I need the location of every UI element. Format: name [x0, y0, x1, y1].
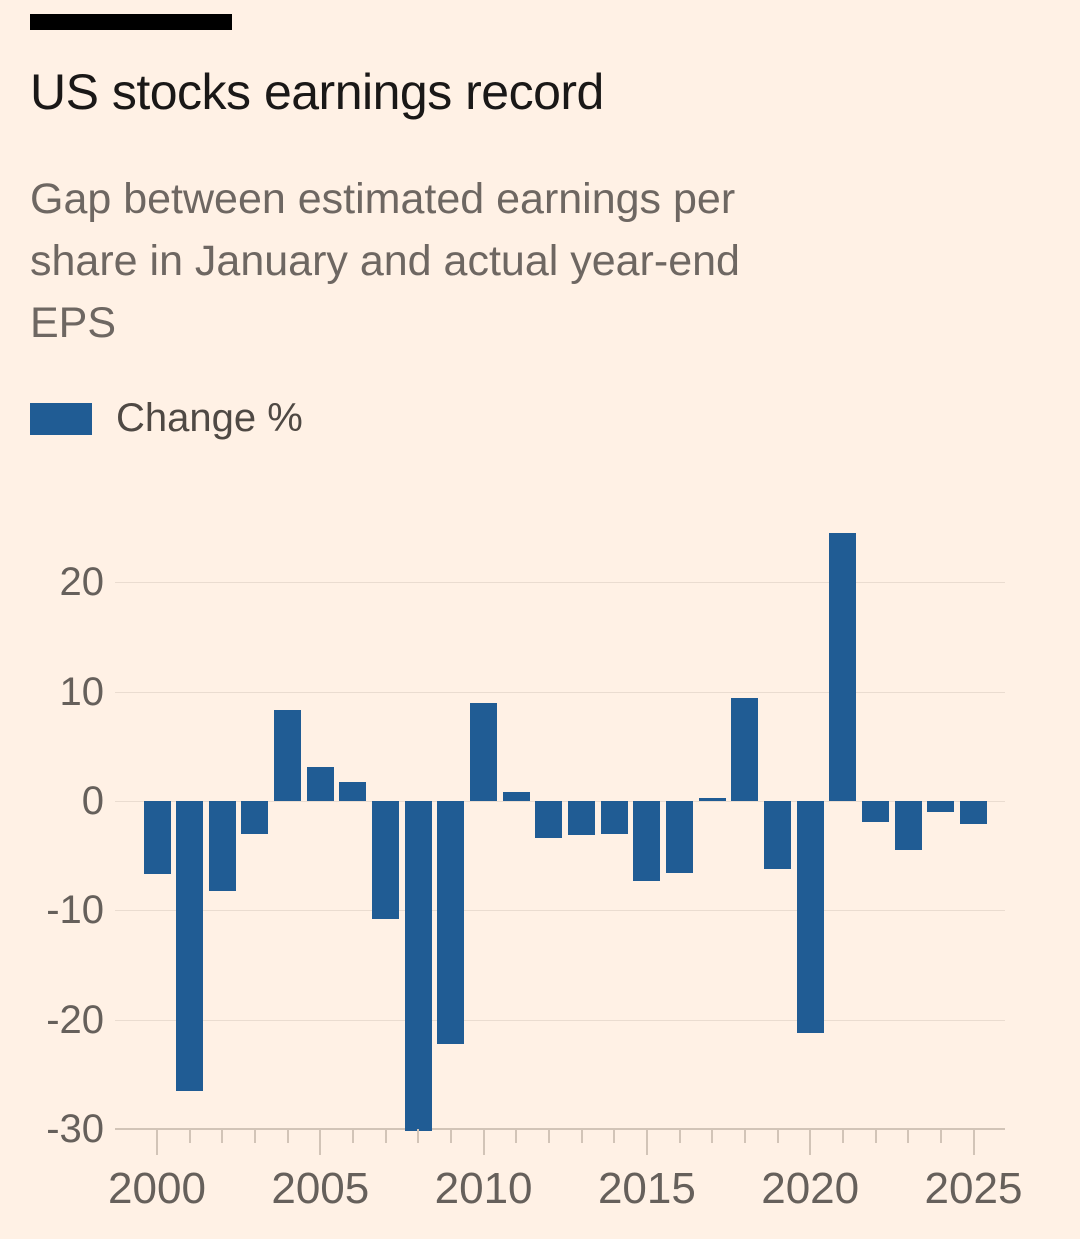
- chart-title: US stocks earnings record: [30, 64, 604, 120]
- x-axis-tick-2006: [351, 1129, 354, 1143]
- chart-subtitle-line: EPS: [30, 299, 117, 347]
- x-axis-baseline: [115, 1127, 1005, 1130]
- bar-2007: [372, 801, 400, 920]
- y-axis-tick-label--30: -30: [46, 1106, 104, 1151]
- bar-2010: [470, 702, 498, 801]
- y-axis-tick-label-10: 10: [59, 669, 105, 714]
- chart-subtitle-line: Gap between estimated earnings per: [30, 175, 736, 223]
- bar-2004: [274, 710, 302, 801]
- x-axis-tick-2023: [907, 1129, 910, 1143]
- bar-2012: [535, 801, 563, 839]
- bar-2006: [339, 782, 367, 801]
- y-axis-tick-label-0: 0: [81, 779, 104, 823]
- bar-2021: [829, 533, 857, 801]
- bar-2018: [731, 698, 759, 801]
- gridline-y-10: [115, 691, 1005, 693]
- x-axis-tick-2008: [417, 1129, 420, 1143]
- gridline-y-20: [115, 582, 1005, 584]
- plot-area: [115, 520, 1005, 1155]
- bar-2013: [568, 801, 596, 835]
- bar-2015: [633, 801, 661, 881]
- legend-swatch-change-pct: [30, 402, 92, 435]
- y-axis-tick-label--20: -20: [46, 997, 104, 1042]
- bar-2014: [600, 801, 628, 834]
- x-axis-tick-2009: [449, 1129, 452, 1143]
- x-axis-tick-2025: [972, 1129, 975, 1155]
- legend-label: Change %: [116, 396, 303, 440]
- brand-top-bar: [30, 14, 232, 30]
- bar-2024: [927, 801, 955, 812]
- y-axis-tick-label--10: -10: [46, 888, 104, 933]
- x-axis-tick-2018: [743, 1129, 746, 1143]
- chart-subtitle-line: share in January and actual year-end: [30, 237, 740, 285]
- bar-2016: [666, 801, 694, 874]
- bar-2022: [862, 801, 890, 822]
- x-axis-tick-label-2015: 2015: [597, 1164, 696, 1213]
- x-axis-tick-2015: [645, 1129, 648, 1155]
- x-axis-tick-2010: [482, 1129, 485, 1155]
- x-axis-tick-label-2025: 2025: [924, 1164, 1023, 1213]
- bar-2008: [404, 801, 432, 1132]
- x-axis-tick-2004: [286, 1129, 289, 1143]
- x-axis-tick-2019: [776, 1129, 779, 1143]
- x-axis-tick-2002: [221, 1129, 224, 1143]
- x-axis-tick-2021: [841, 1129, 844, 1143]
- x-axis-tick-2017: [711, 1129, 714, 1143]
- x-axis-tick-2005: [319, 1129, 322, 1155]
- x-axis-tick-2014: [613, 1129, 616, 1143]
- bar-2009: [437, 801, 465, 1044]
- x-axis-tick-label-2000: 2000: [108, 1164, 206, 1213]
- bar-2002: [208, 801, 236, 891]
- x-axis-tick-label-2010: 2010: [434, 1164, 533, 1213]
- bar-2001: [176, 801, 204, 1091]
- x-axis-tick-2020: [809, 1129, 812, 1155]
- bar-2020: [796, 801, 824, 1033]
- x-axis-tick-2013: [580, 1129, 583, 1143]
- x-axis-tick-2022: [874, 1129, 877, 1143]
- x-axis-tick-label-2005: 2005: [271, 1164, 370, 1213]
- x-axis-tick-2011: [515, 1129, 518, 1143]
- x-axis-tick-label-2020: 2020: [761, 1164, 860, 1213]
- bar-2025: [960, 801, 987, 824]
- bar-2000: [143, 801, 171, 875]
- x-axis-tick-2007: [384, 1129, 387, 1143]
- bar-2011: [502, 792, 530, 801]
- bar-2019: [764, 801, 792, 869]
- gridline-y--10: [115, 910, 1005, 912]
- gridline-y--20: [115, 1019, 1005, 1021]
- x-axis-tick-2003: [253, 1129, 256, 1143]
- chart-subtitle: Gap between estimated earnings per share…: [30, 168, 740, 354]
- bar-2017: [698, 797, 726, 801]
- x-axis-tick-2016: [678, 1129, 681, 1143]
- bar-2023: [894, 801, 922, 851]
- legend: Change %: [30, 396, 303, 441]
- x-axis-tick-2024: [939, 1129, 942, 1143]
- x-axis-tick-2012: [547, 1129, 550, 1143]
- x-axis-tick-2001: [188, 1129, 191, 1143]
- x-axis-tick-2000: [156, 1129, 158, 1155]
- bar-2005: [306, 767, 334, 801]
- bar-2003: [241, 801, 269, 834]
- y-axis-tick-label-20: 20: [59, 560, 105, 605]
